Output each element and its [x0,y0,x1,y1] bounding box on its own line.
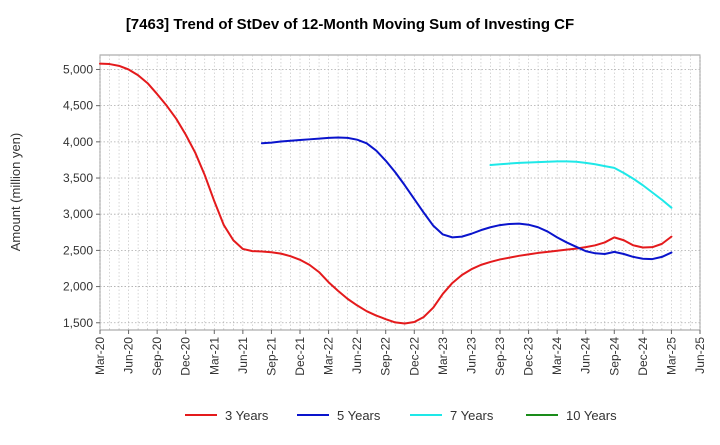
gridlines [99,55,701,330]
x-axis-ticks: Mar-20 Jun-20 Sep-20 Dec-20 Mar-21 Jun-21 Sep-… [93,330,707,376]
x-tick-label: Mar-23 [436,337,450,375]
x-tick-label: Jun-21 [236,337,250,374]
x-tick-label: Mar-20 [93,337,107,375]
x-tick-label: Dec-22 [407,337,421,376]
x-tick-label: Dec-23 [522,337,536,376]
legend-label: 3 Years [225,408,269,423]
x-tick-label: Jun-23 [464,337,478,374]
legend-label: 10 Years [566,408,617,423]
y-axis-ticks: 1,500 2,000 2,500 3,000 3,500 4,000 4,500 5,000 [63,62,100,330]
x-tick-label: Mar-24 [550,337,564,375]
legend: 3 Years 5 Years 7 Years 10 Years [185,408,617,423]
series-line-0 [99,62,673,325]
x-tick-label: Jun-22 [350,337,364,374]
x-tick-label: Jun-25 [693,337,707,374]
x-tick-label: Dec-21 [293,337,307,376]
legend-label: 7 Years [450,408,494,423]
plot-area [99,54,701,331]
x-tick-label: Jun-24 [579,337,593,374]
x-tick-label: Mar-21 [207,337,221,375]
x-tick-label: Jun-20 [122,337,136,374]
y-tick-label: 2,500 [63,243,93,257]
legend-label: 5 Years [337,408,381,423]
x-tick-label: Sep-20 [150,337,164,376]
series-line-2 [489,160,673,209]
chart-title: [7463] Trend of StDev of 12-Month Moving… [126,16,574,33]
y-tick-label: 2,000 [63,280,93,294]
x-tick-label: Sep-24 [607,337,621,376]
x-tick-label: Sep-21 [264,337,278,376]
series-lines [99,62,673,325]
y-tick-label: 4,000 [63,135,93,149]
x-tick-label: Mar-25 [664,337,678,375]
series-line-1 [260,136,673,261]
y-tick-label: 3,500 [63,171,93,185]
x-tick-label: Sep-22 [379,337,393,376]
y-tick-label: 1,500 [63,316,93,330]
y-tick-label: 4,500 [63,99,93,113]
x-tick-label: Dec-20 [179,337,193,376]
x-tick-label: Mar-22 [322,337,336,375]
y-tick-label: 5,000 [63,62,93,76]
y-axis-label: Amount (million yen) [8,133,23,252]
y-tick-label: 3,000 [63,207,93,221]
x-tick-label: Dec-24 [636,337,650,376]
x-tick-label: Sep-23 [493,337,507,376]
